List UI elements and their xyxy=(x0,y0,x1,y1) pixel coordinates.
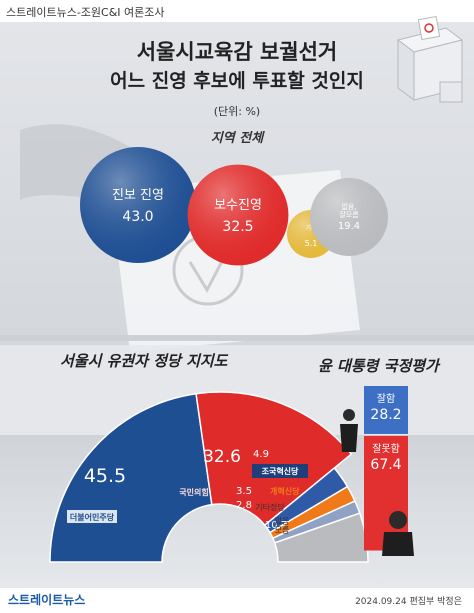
pie-value-3: 3.5 xyxy=(236,486,252,497)
reform-logo: 개혁신당 xyxy=(270,486,300,496)
bubble-label-2: 기타 xyxy=(305,224,317,232)
pie-value-1: 32.6 xyxy=(203,447,241,467)
pie-value-5: 10.7 xyxy=(265,520,287,531)
bubble-value-3: 19.4 xyxy=(338,221,360,232)
none-label: 없음 모름 xyxy=(275,517,290,535)
source-label: 스트레이트뉴스-조원C&I 여론조사 xyxy=(6,6,165,19)
person-body-icon-2 xyxy=(382,532,414,556)
party-section-title: 서울시 유권자 정당 지지도 xyxy=(60,352,228,370)
approval-section-title: 윤 대통령 국정평가 xyxy=(318,357,439,375)
rebuild-logo-bg xyxy=(252,464,308,478)
rebuild-logo: 조국혁신당 xyxy=(262,466,299,476)
main-title: 서울시교육감 보궐선거 xyxy=(136,40,338,64)
region-label: 지역 전체 xyxy=(210,131,264,146)
bubble-label-1: 보수진영 xyxy=(214,198,262,213)
person-head-icon-2 xyxy=(389,511,407,529)
pie-slice-1 xyxy=(195,391,353,527)
person-body-icon xyxy=(340,424,358,452)
bubble-shine-3 xyxy=(310,178,388,256)
other-party-label: 기타정당 xyxy=(255,502,285,512)
pie-slice-5 xyxy=(273,512,369,563)
approval-value-0: 28.2 xyxy=(370,407,401,423)
approval-bar-1 xyxy=(364,435,408,551)
header-bar xyxy=(0,0,474,22)
pie-value-2: 4.9 xyxy=(253,449,269,460)
person-head-icon xyxy=(343,409,355,421)
bubble-label-3: 없음, 잘모름 xyxy=(339,203,359,219)
main-subtitle: 어느 진영 후보에 투표할 것인지 xyxy=(110,70,364,92)
pie-value-4: 2.8 xyxy=(236,500,252,511)
bubble-value-1: 32.5 xyxy=(222,219,253,235)
bubble-value-0: 43.0 xyxy=(122,209,153,225)
ppp-logo: 국민의힘 xyxy=(179,487,208,497)
bubble-shine-0 xyxy=(80,147,196,263)
dem-logo-bg xyxy=(67,510,117,523)
ballot-box-icon xyxy=(396,16,464,103)
footer-bar xyxy=(0,588,474,613)
approval-bar-0 xyxy=(364,386,408,434)
brand-logo: 스트레이트뉴스 xyxy=(8,593,86,607)
approval-category-0: 잘함 xyxy=(377,393,395,405)
dem-logo: 더불어민주당 xyxy=(70,512,115,522)
bubble-shine-1 xyxy=(187,164,289,266)
bubble-label-0: 진보 진영 xyxy=(112,188,164,203)
credit-label: 2024.09.24 편집부 박정은 xyxy=(355,597,462,607)
bubble-value-2: 5.1 xyxy=(305,239,318,248)
pie-slice-0 xyxy=(49,392,213,563)
pie-value-0: 45.5 xyxy=(84,465,126,487)
approval-value-1: 67.4 xyxy=(370,457,401,473)
approval-category-1: 잘못함 xyxy=(372,443,400,455)
unit-label: (단위: %) xyxy=(213,105,261,118)
